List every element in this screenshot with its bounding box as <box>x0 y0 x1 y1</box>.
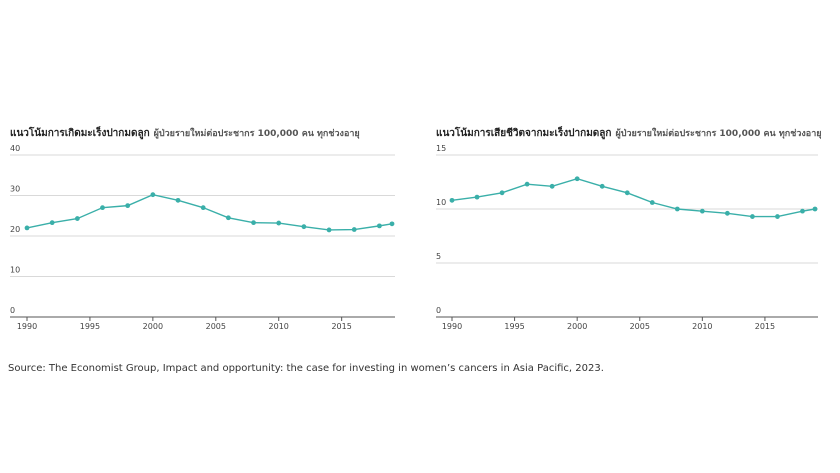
point <box>125 203 131 209</box>
y-tick-label: 5 <box>436 252 441 261</box>
y-tick-label: 10 <box>436 198 446 207</box>
point <box>389 221 395 227</box>
point <box>674 206 680 212</box>
point <box>524 181 530 187</box>
point <box>351 227 357 232</box>
y-tick-label: 0 <box>436 306 441 315</box>
x-tick-label: 2000 <box>143 322 163 331</box>
y-tick-label: 10 <box>10 266 20 275</box>
y-tick-label: 20 <box>10 225 20 234</box>
point <box>100 205 105 211</box>
line <box>451 178 816 218</box>
x-tick-label: 1990 <box>17 322 37 331</box>
point <box>24 225 30 231</box>
point <box>74 216 80 221</box>
source: Source: The Economist Group, Impact and … <box>8 363 604 374</box>
x-tick-label: 2015 <box>331 322 351 331</box>
y-tick-label: 0 <box>10 306 15 315</box>
chart-title: แนวโน้มการเสียชีวิตจากมะเร็งปากมดลูก ผู้ป… <box>436 125 822 140</box>
point <box>549 183 555 189</box>
point <box>649 200 655 205</box>
point <box>599 183 605 189</box>
point <box>326 227 332 233</box>
x-tick-label: 2010 <box>269 322 289 331</box>
point <box>775 214 780 219</box>
title-text: แนวโน้มการเสียชีวิตจากมะเร็งปากมดลูก <box>436 125 611 140</box>
point <box>377 223 382 229</box>
point <box>225 215 231 221</box>
point <box>750 214 755 219</box>
chart-title: แนวโน้มการเกิดมะเร็งปากมดลูก ผู้ป่วยรายให… <box>10 125 360 140</box>
x-tick-label: 1995 <box>80 322 100 331</box>
title-text: แนวโน้มการเกิดมะเร็งปากมดลูก <box>10 125 150 140</box>
point <box>812 206 818 212</box>
x-tick-label: 2005 <box>630 322 650 331</box>
x-tick-label: 2000 <box>567 322 587 331</box>
point <box>574 176 580 182</box>
point <box>724 210 730 216</box>
point <box>251 220 256 226</box>
point <box>474 194 480 200</box>
x-tick-label: 2005 <box>206 322 226 331</box>
point <box>449 197 455 203</box>
point <box>200 205 206 211</box>
point <box>150 192 156 198</box>
point <box>301 224 307 230</box>
point <box>624 190 630 196</box>
y-tick-label: 15 <box>436 144 446 153</box>
point <box>49 220 55 226</box>
y-tick-label: 30 <box>10 185 20 194</box>
point <box>800 208 805 214</box>
subtitle: ผู้ป่วยรายใหม่ต่อประชากร 100,000 คน ทุกช… <box>154 127 360 139</box>
point <box>175 197 181 203</box>
point <box>276 220 282 226</box>
line <box>26 193 393 231</box>
point <box>699 208 705 214</box>
x-tick-label: 1995 <box>504 322 524 331</box>
y-tick-label: 40 <box>10 144 20 153</box>
x-tick-label: 2015 <box>755 322 775 331</box>
x-tick-label: 2010 <box>692 322 712 331</box>
point <box>499 190 505 196</box>
subtitle: ผู้ป่วยรายใหม่ต่อประชากร 100,000 คน ทุกช… <box>615 127 821 139</box>
x-tick-label: 1990 <box>442 322 462 331</box>
